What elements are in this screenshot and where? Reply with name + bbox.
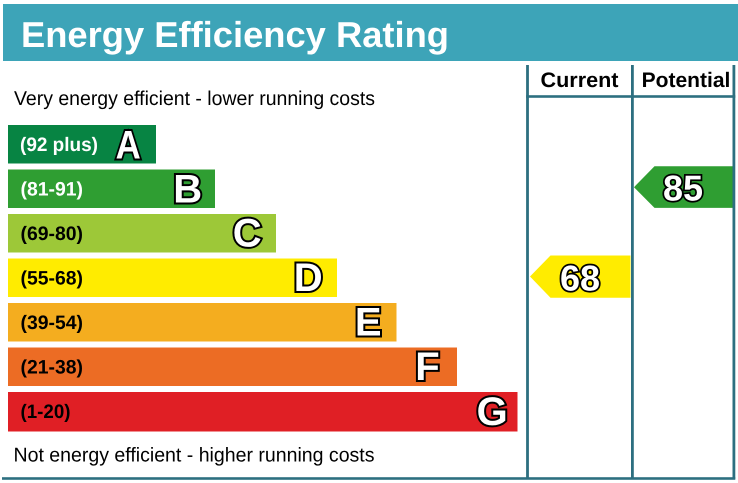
svg-text:C: C	[233, 212, 262, 256]
svg-text:85: 85	[663, 167, 703, 208]
svg-text:(81-91): (81-91)	[21, 178, 84, 200]
svg-text:(55-68): (55-68)	[21, 267, 84, 289]
svg-text:Energy Efficiency Rating: Energy Efficiency Rating	[21, 14, 449, 55]
svg-text:A: A	[116, 123, 141, 167]
svg-text:(39-54): (39-54)	[21, 312, 84, 334]
svg-text:Potential: Potential	[642, 69, 731, 92]
svg-text:(1-20): (1-20)	[21, 401, 71, 423]
svg-text:(69-80): (69-80)	[21, 223, 84, 245]
svg-text:E: E	[355, 300, 382, 344]
svg-text:(21-38): (21-38)	[21, 356, 84, 378]
svg-text:Not energy efficient - higher: Not energy efficient - higher running co…	[14, 445, 375, 467]
svg-text:F: F	[415, 345, 439, 389]
svg-text:68: 68	[560, 257, 600, 298]
svg-text:(92 plus): (92 plus)	[20, 134, 98, 156]
svg-text:Very energy efficient - lower: Very energy efficient - lower running co…	[14, 88, 375, 110]
svg-text:Current: Current	[541, 69, 619, 92]
svg-text:B: B	[173, 168, 202, 212]
svg-text:D: D	[294, 256, 323, 300]
svg-text:G: G	[477, 390, 508, 434]
